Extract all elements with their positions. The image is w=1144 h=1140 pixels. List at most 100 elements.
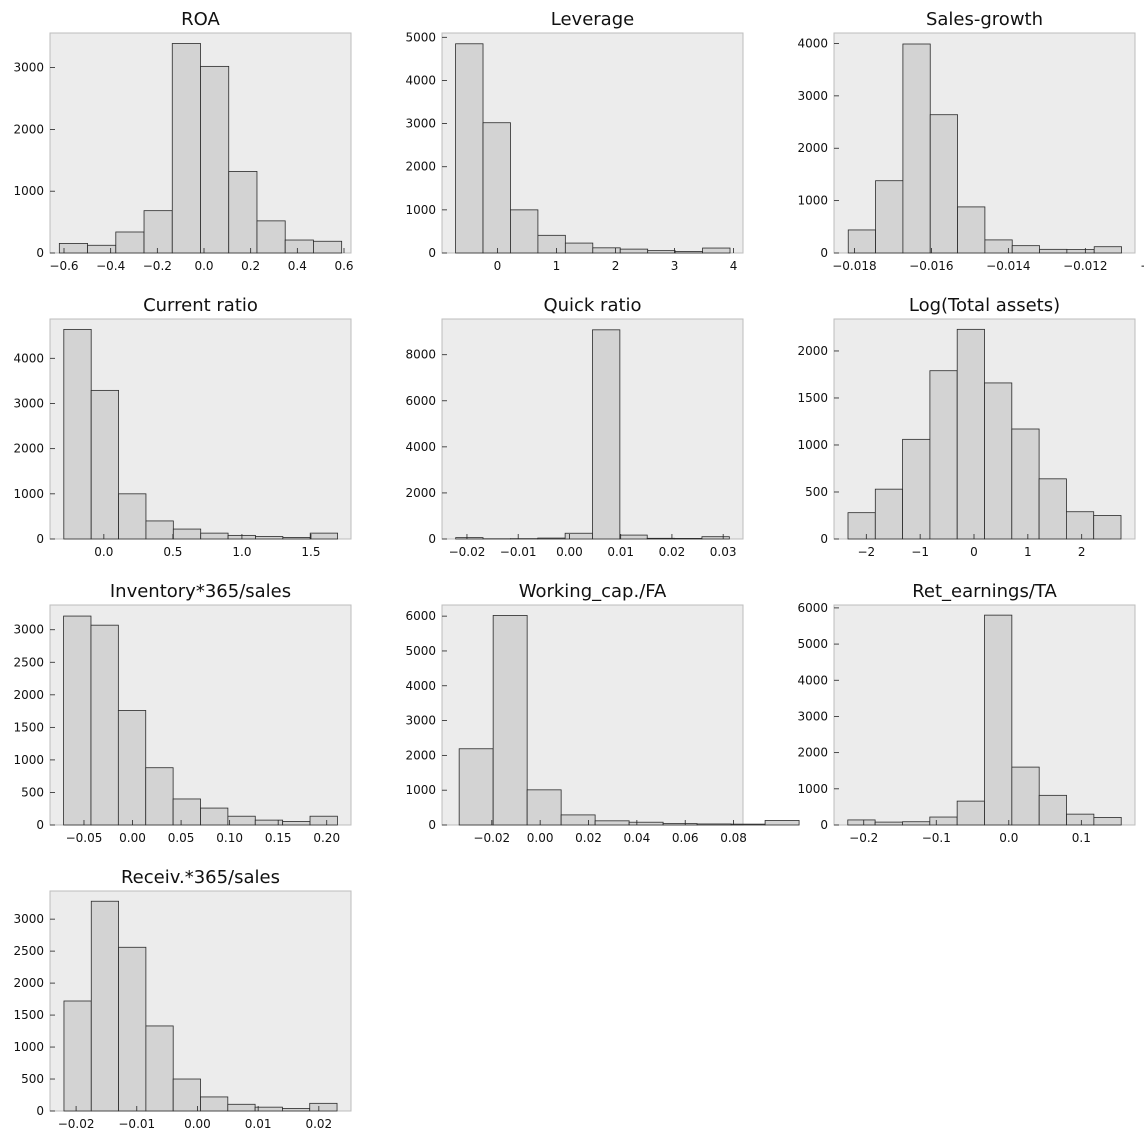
y-tick-label: 1000 bbox=[797, 438, 828, 452]
chart-title: Leverage bbox=[551, 9, 634, 30]
x-tick-label: 4 bbox=[730, 259, 738, 273]
x-tick-label: 0.00 bbox=[556, 545, 583, 559]
x-tick-label: 0.01 bbox=[245, 1117, 272, 1131]
histogram-bar bbox=[537, 234, 566, 254]
histogram-bar bbox=[117, 710, 147, 826]
x-tick-label: 0.2 bbox=[241, 259, 260, 273]
histogram-bar bbox=[956, 328, 985, 540]
histogram-bar bbox=[674, 251, 703, 254]
y-tick-label: 3000 bbox=[797, 709, 828, 723]
histogram-panel: −0.02 0.00 0.02 0.04 0.06 0.08 0 1000 2000 3000 40… bbox=[405, 581, 800, 845]
x-tick-label: −0.018 bbox=[832, 259, 876, 273]
x-tick-label: 0.10 bbox=[216, 831, 243, 845]
y-tick-label: 2000 bbox=[13, 442, 44, 456]
y-tick-label: 0 bbox=[820, 246, 828, 260]
histogram-bar bbox=[1011, 245, 1040, 254]
y-tick-label: 0 bbox=[36, 246, 44, 260]
y-tick-label: 2000 bbox=[405, 748, 436, 762]
x-tick-label: −0.01 bbox=[500, 545, 537, 559]
y-tick-label: 2500 bbox=[13, 944, 44, 958]
histogram-bar bbox=[482, 122, 511, 254]
histogram-bar bbox=[455, 43, 484, 254]
histogram-bar bbox=[701, 536, 730, 540]
y-tick-label: 2000 bbox=[797, 141, 828, 155]
histogram-bar bbox=[1093, 515, 1122, 540]
histogram-bar bbox=[510, 209, 539, 254]
histogram-bar bbox=[874, 488, 903, 540]
x-tick-label: 0.08 bbox=[720, 831, 747, 845]
histogram-panel: −0.02 −0.01 0.00 0.01 0.02 0 500 1000 1500 2000 25… bbox=[13, 867, 352, 1131]
y-tick-label: 4000 bbox=[405, 73, 436, 87]
x-tick-label: 1.5 bbox=[301, 545, 320, 559]
x-tick-label: 0.4 bbox=[288, 259, 307, 273]
histogram-bar bbox=[254, 1106, 283, 1112]
y-tick-label: 0 bbox=[428, 818, 436, 832]
y-tick-label: 4000 bbox=[797, 673, 828, 687]
chart-title: Current ratio bbox=[143, 295, 258, 316]
histogram-panel: 0 1 2 3 4 0 1000 2000 3000 4000 5000 Leverage bbox=[405, 9, 744, 273]
chart-title: ROA bbox=[181, 9, 220, 30]
y-tick-label: 2000 bbox=[13, 976, 44, 990]
x-tick-label: 0.0 bbox=[94, 545, 113, 559]
histogram-bar bbox=[1038, 794, 1067, 826]
y-tick-label: 1500 bbox=[797, 391, 828, 405]
chart-title: Inventory*365/sales bbox=[110, 581, 291, 602]
histogram-bar bbox=[118, 946, 147, 1112]
histogram-bar bbox=[282, 537, 311, 540]
histogram-panel: 0.0 0.5 1.0 1.5 0 1000 2000 3000 4000 Current rat… bbox=[13, 295, 352, 559]
y-tick-label: 4000 bbox=[405, 679, 436, 693]
x-tick-label: −0.4 bbox=[96, 259, 125, 273]
y-tick-label: 500 bbox=[21, 785, 44, 799]
x-tick-label: −0.012 bbox=[1063, 259, 1107, 273]
histogram-panel: −0.6 −0.4 −0.2 0.0 0.2 0.4 0.6 0 1000 2000 3000 ROA bbox=[13, 9, 353, 273]
histogram-bar bbox=[455, 537, 484, 540]
y-tick-label: 1000 bbox=[13, 184, 44, 198]
histogram-bar bbox=[200, 1096, 229, 1112]
histogram-bar bbox=[847, 512, 876, 540]
histogram-bar bbox=[847, 229, 876, 254]
histogram-bar bbox=[172, 1078, 201, 1112]
y-tick-label: 500 bbox=[805, 485, 828, 499]
y-tick-label: 3000 bbox=[405, 714, 436, 728]
x-tick-label: 0.0 bbox=[194, 259, 213, 273]
x-tick-label: 1 bbox=[1024, 545, 1032, 559]
y-tick-label: 2000 bbox=[13, 122, 44, 136]
histogram-bar bbox=[1011, 428, 1040, 540]
x-tick-label: 0.5 bbox=[163, 545, 182, 559]
x-tick-label: 0.6 bbox=[334, 259, 353, 273]
histogram-panel: −0.05 0.00 0.05 0.10 0.15 0.20 0 500 1000 1500 200… bbox=[13, 581, 352, 845]
y-tick-label: 0 bbox=[428, 532, 436, 546]
histogram-bar bbox=[313, 240, 343, 254]
chart-title: Ret_earnings/TA bbox=[912, 581, 1057, 602]
histogram-bar bbox=[560, 814, 596, 826]
x-tick-label: 2 bbox=[1078, 545, 1086, 559]
histogram-bar bbox=[592, 247, 621, 254]
histogram-bar bbox=[171, 43, 201, 254]
histogram-bar bbox=[929, 114, 958, 254]
histogram-bar bbox=[200, 65, 230, 254]
x-tick-label: −0.02 bbox=[473, 831, 510, 845]
y-tick-label: 4000 bbox=[405, 440, 436, 454]
y-tick-label: 3000 bbox=[13, 623, 44, 637]
x-tick-label: 0.06 bbox=[672, 831, 699, 845]
histogram-bar bbox=[902, 438, 931, 540]
histogram-bar bbox=[696, 823, 732, 826]
histogram-bar bbox=[172, 798, 201, 826]
x-tick-label: −0.02 bbox=[449, 545, 486, 559]
histogram-bar bbox=[847, 819, 876, 826]
y-tick-label: 2000 bbox=[405, 160, 436, 174]
y-tick-label: 3000 bbox=[13, 396, 44, 410]
y-tick-label: 3000 bbox=[405, 117, 436, 131]
x-tick-label: −0.02 bbox=[58, 1117, 95, 1131]
y-tick-label: 0 bbox=[36, 818, 44, 832]
histogram-bar bbox=[957, 206, 986, 254]
histogram-bar bbox=[646, 537, 675, 540]
histogram-bar bbox=[145, 1025, 174, 1112]
histogram-bar bbox=[1038, 478, 1067, 540]
y-tick-label: 1000 bbox=[13, 487, 44, 501]
histogram-bar bbox=[628, 821, 664, 826]
x-tick-label: 0.02 bbox=[659, 545, 686, 559]
histogram-bar bbox=[1066, 249, 1095, 254]
x-tick-label: 0.04 bbox=[624, 831, 651, 845]
